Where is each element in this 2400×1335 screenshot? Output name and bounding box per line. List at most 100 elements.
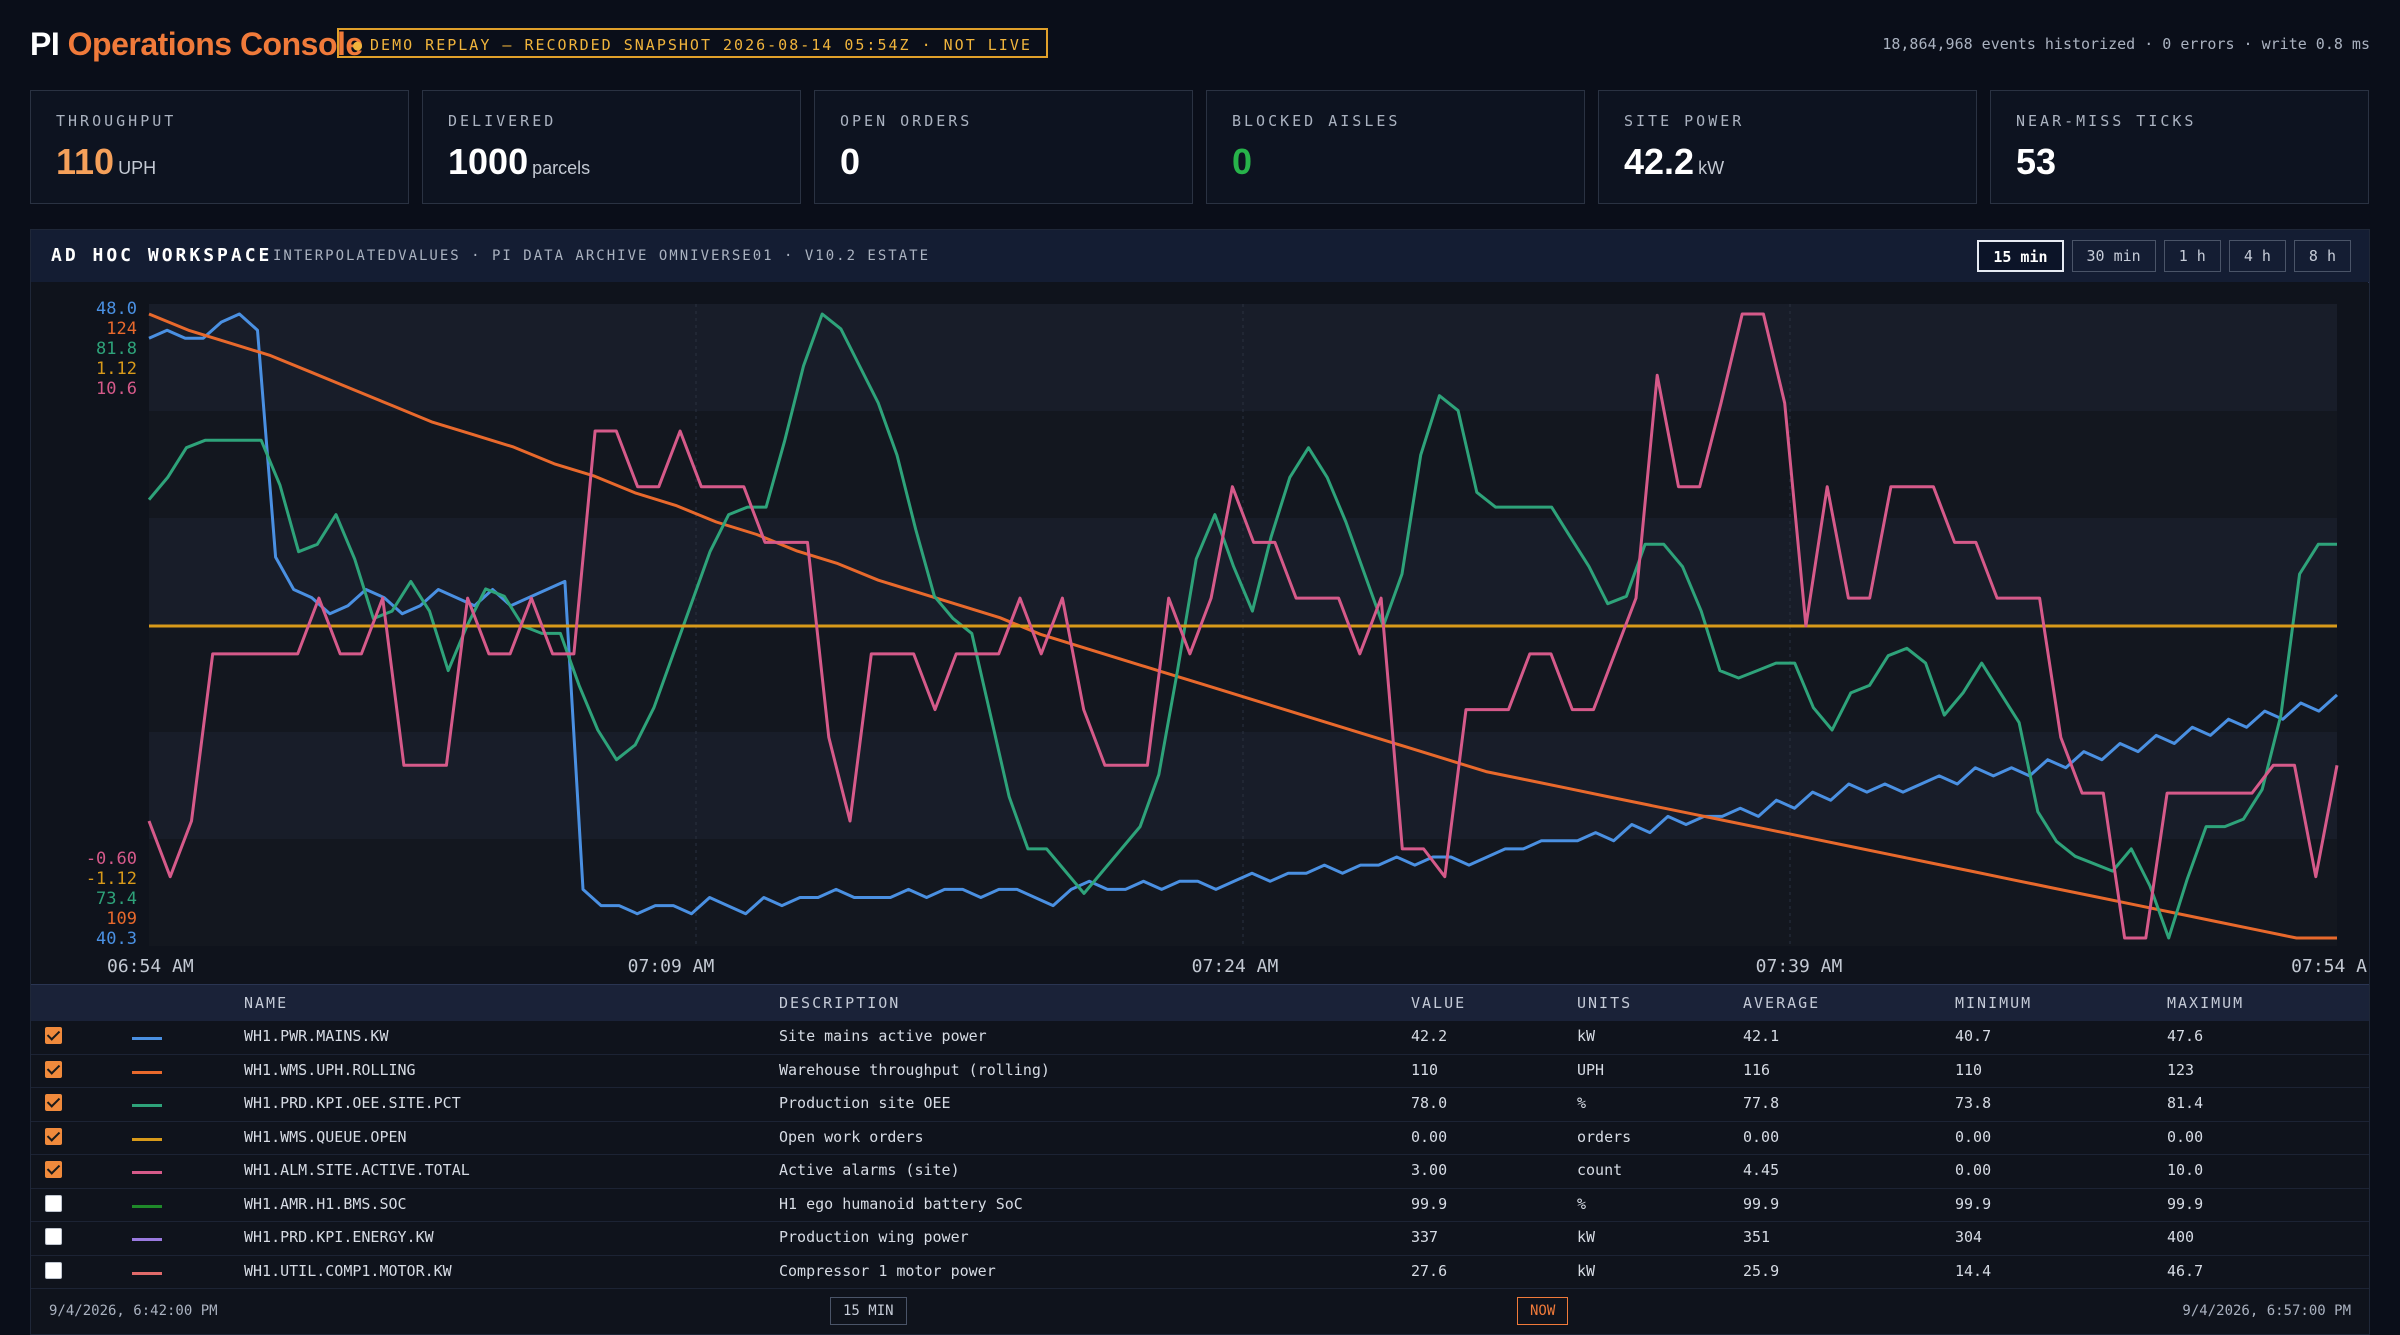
tag-minimum: 14.4 <box>1955 1261 1992 1280</box>
series-color-swatch <box>132 1238 162 1241</box>
kpi-card: DELIVERED 1000 parcels <box>422 90 801 204</box>
tag-description: Compressor 1 motor power <box>779 1261 996 1280</box>
visibility-checkbox[interactable] <box>45 1161 62 1178</box>
visibility-checkbox[interactable] <box>45 1194 62 1212</box>
tag-average: 42.1 <box>1743 1027 1780 1045</box>
tag-name: WH1.UTIL.COMP1.MOTOR.KW <box>244 1261 452 1280</box>
col-name[interactable]: NAME <box>244 994 289 1012</box>
col-minimum[interactable]: MINIMUM <box>1955 994 2033 1012</box>
range-button[interactable]: 15 min <box>1977 240 2064 272</box>
app-header: PI Operations Console ● DEMO REPLAY — REC… <box>30 22 2370 66</box>
tag-maximum: 47.6 <box>2167 1027 2204 1045</box>
tag-maximum: 81.4 <box>2167 1094 2204 1112</box>
visibility-checkbox[interactable] <box>45 1027 62 1044</box>
tag-name: WH1.WMS.UPH.ROLLING <box>244 1060 416 1079</box>
tag-average: 351 <box>1743 1228 1771 1246</box>
tag-description: Warehouse throughput (rolling) <box>779 1060 1050 1079</box>
brand-pi: PI <box>30 26 60 62</box>
range-button[interactable]: 8 h <box>2293 240 2351 272</box>
range-button[interactable]: 30 min <box>2071 240 2156 272</box>
table-row[interactable]: WH1.UTIL.COMP1.MOTOR.KW Compressor 1 moto… <box>31 1255 2369 1289</box>
tag-units: % <box>1577 1094 1587 1112</box>
tag-value: 99.9 <box>1411 1194 1448 1213</box>
axis-min-label: 40.3 <box>96 929 137 949</box>
tag-units: kW <box>1577 1228 1596 1246</box>
axis-max-label: 10.6 <box>96 379 137 399</box>
time-range-footer: 9/4/2026, 6:42:00 PM 15 MIN NOW 9/4/2026… <box>31 1288 2369 1334</box>
tag-units: count <box>1577 1161 1623 1179</box>
series-color-swatch <box>132 1104 162 1107</box>
visibility-checkbox[interactable] <box>45 1094 62 1111</box>
tag-minimum: 0.00 <box>1955 1161 1992 1179</box>
tag-value: 42.2 <box>1411 1027 1448 1045</box>
axis-min-label: 109 <box>106 909 137 929</box>
range-span-button[interactable]: 15 MIN <box>830 1297 907 1325</box>
kpi-label: SITE POWER <box>1624 112 1745 130</box>
table-row[interactable]: WH1.WMS.QUEUE.OPEN Open work orders 0.00 or… <box>31 1121 2369 1155</box>
status-dot-icon: ● <box>353 36 365 54</box>
workspace-toolbar: AD HOC WORKSPACE INTERPOLATEDVALUES · PI… <box>31 230 2369 283</box>
kpi-card: OPEN ORDERS 0 <box>814 90 1193 204</box>
axis-min-label: -0.60 <box>86 849 137 869</box>
tag-minimum: 110 <box>1955 1060 1983 1079</box>
kpi-value: 0 <box>840 141 864 183</box>
tag-maximum: 46.7 <box>2167 1261 2204 1280</box>
range-end-time[interactable]: 9/4/2026, 6:57:00 PM <box>2182 1303 2351 1319</box>
kpi-value: 53 <box>2016 141 2060 183</box>
tag-description: Production wing power <box>779 1228 969 1246</box>
col-units[interactable]: UNITS <box>1577 994 1633 1012</box>
visibility-checkbox[interactable] <box>45 1127 62 1145</box>
tag-name: WH1.ALM.SITE.ACTIVE.TOTAL <box>244 1161 470 1179</box>
kpi-card: BLOCKED AISLES 0 <box>1206 90 1585 204</box>
tag-name: WH1.PRD.KPI.OEE.SITE.PCT <box>244 1094 461 1112</box>
tag-description: Production site OEE <box>779 1094 951 1112</box>
col-maximum[interactable]: MAXIMUM <box>2167 994 2245 1012</box>
axis-max-label: 124 <box>106 319 137 339</box>
table-row[interactable]: WH1.ALM.SITE.ACTIVE.TOTAL Active alarms (… <box>31 1154 2369 1189</box>
table-row[interactable]: WH1.WMS.UPH.ROLLING Warehouse throughput … <box>31 1054 2369 1088</box>
kpi-unit: UPH <box>118 158 157 178</box>
tag-minimum: 73.8 <box>1955 1094 1992 1112</box>
kpi-number: 53 <box>2016 141 2057 182</box>
x-tick-label: 07:39 AM <box>1756 956 1843 977</box>
tag-units: UPH <box>1577 1060 1605 1079</box>
tag-name: WH1.WMS.QUEUE.OPEN <box>244 1127 407 1146</box>
series-color-swatch <box>132 1204 162 1208</box>
tag-description: H1 ego humanoid battery SoC <box>779 1194 1023 1213</box>
col-value[interactable]: VALUE <box>1411 994 1467 1012</box>
range-start-time[interactable]: 9/4/2026, 6:42:00 PM <box>49 1303 218 1319</box>
tag-average: 25.9 <box>1743 1261 1780 1280</box>
tag-maximum: 400 <box>2167 1228 2195 1246</box>
table-row[interactable]: WH1.PRD.KPI.ENERGY.KW Production wing pow… <box>31 1221 2369 1256</box>
kpi-label: DELIVERED <box>448 112 557 130</box>
visibility-checkbox[interactable] <box>45 1060 62 1078</box>
kpi-card: SITE POWER 42.2 kW <box>1598 90 1977 204</box>
table-row[interactable]: WH1.AMR.H1.BMS.SOC H1 ego humanoid batter… <box>31 1188 2369 1222</box>
series-line <box>147 312 2337 940</box>
visibility-checkbox[interactable] <box>45 1261 62 1279</box>
kpi-value: 110 UPH <box>56 141 156 183</box>
series-color-swatch <box>132 1137 162 1141</box>
now-button[interactable]: NOW <box>1517 1297 1569 1325</box>
tag-name: WH1.PRD.KPI.ENERGY.KW <box>244 1228 434 1246</box>
tag-minimum: 0.00 <box>1955 1127 1992 1146</box>
tag-average: 77.8 <box>1743 1094 1780 1112</box>
range-button[interactable]: 4 h <box>2228 240 2286 272</box>
kpi-card: NEAR-MISS TICKS 53 <box>1990 90 2369 204</box>
axis-max-label: 81.8 <box>96 339 137 359</box>
col-description[interactable]: DESCRIPTION <box>779 994 901 1012</box>
range-button[interactable]: 1 h <box>2163 240 2221 272</box>
table-row[interactable]: WH1.PRD.KPI.OEE.SITE.PCT Production site … <box>31 1087 2369 1122</box>
trend-chart[interactable]: 06:54 AM 07:09 AM 07:24 AM 07:39 AM 07:54 A 4… <box>31 282 2368 984</box>
visibility-checkbox[interactable] <box>45 1228 62 1245</box>
kpi-unit: kW <box>1698 158 1725 178</box>
tag-name: WH1.PWR.MAINS.KW <box>244 1027 389 1045</box>
axis-max-label: 1.12 <box>96 359 137 379</box>
chart-band <box>149 304 2337 411</box>
tag-value: 27.6 <box>1411 1261 1448 1280</box>
brand-console: Operations Console <box>67 26 364 62</box>
table-row[interactable]: WH1.PWR.MAINS.KW Site mains active power 4… <box>31 1020 2369 1055</box>
col-average[interactable]: AVERAGE <box>1743 994 1821 1012</box>
workspace-title: AD HOC WORKSPACE <box>51 245 273 266</box>
